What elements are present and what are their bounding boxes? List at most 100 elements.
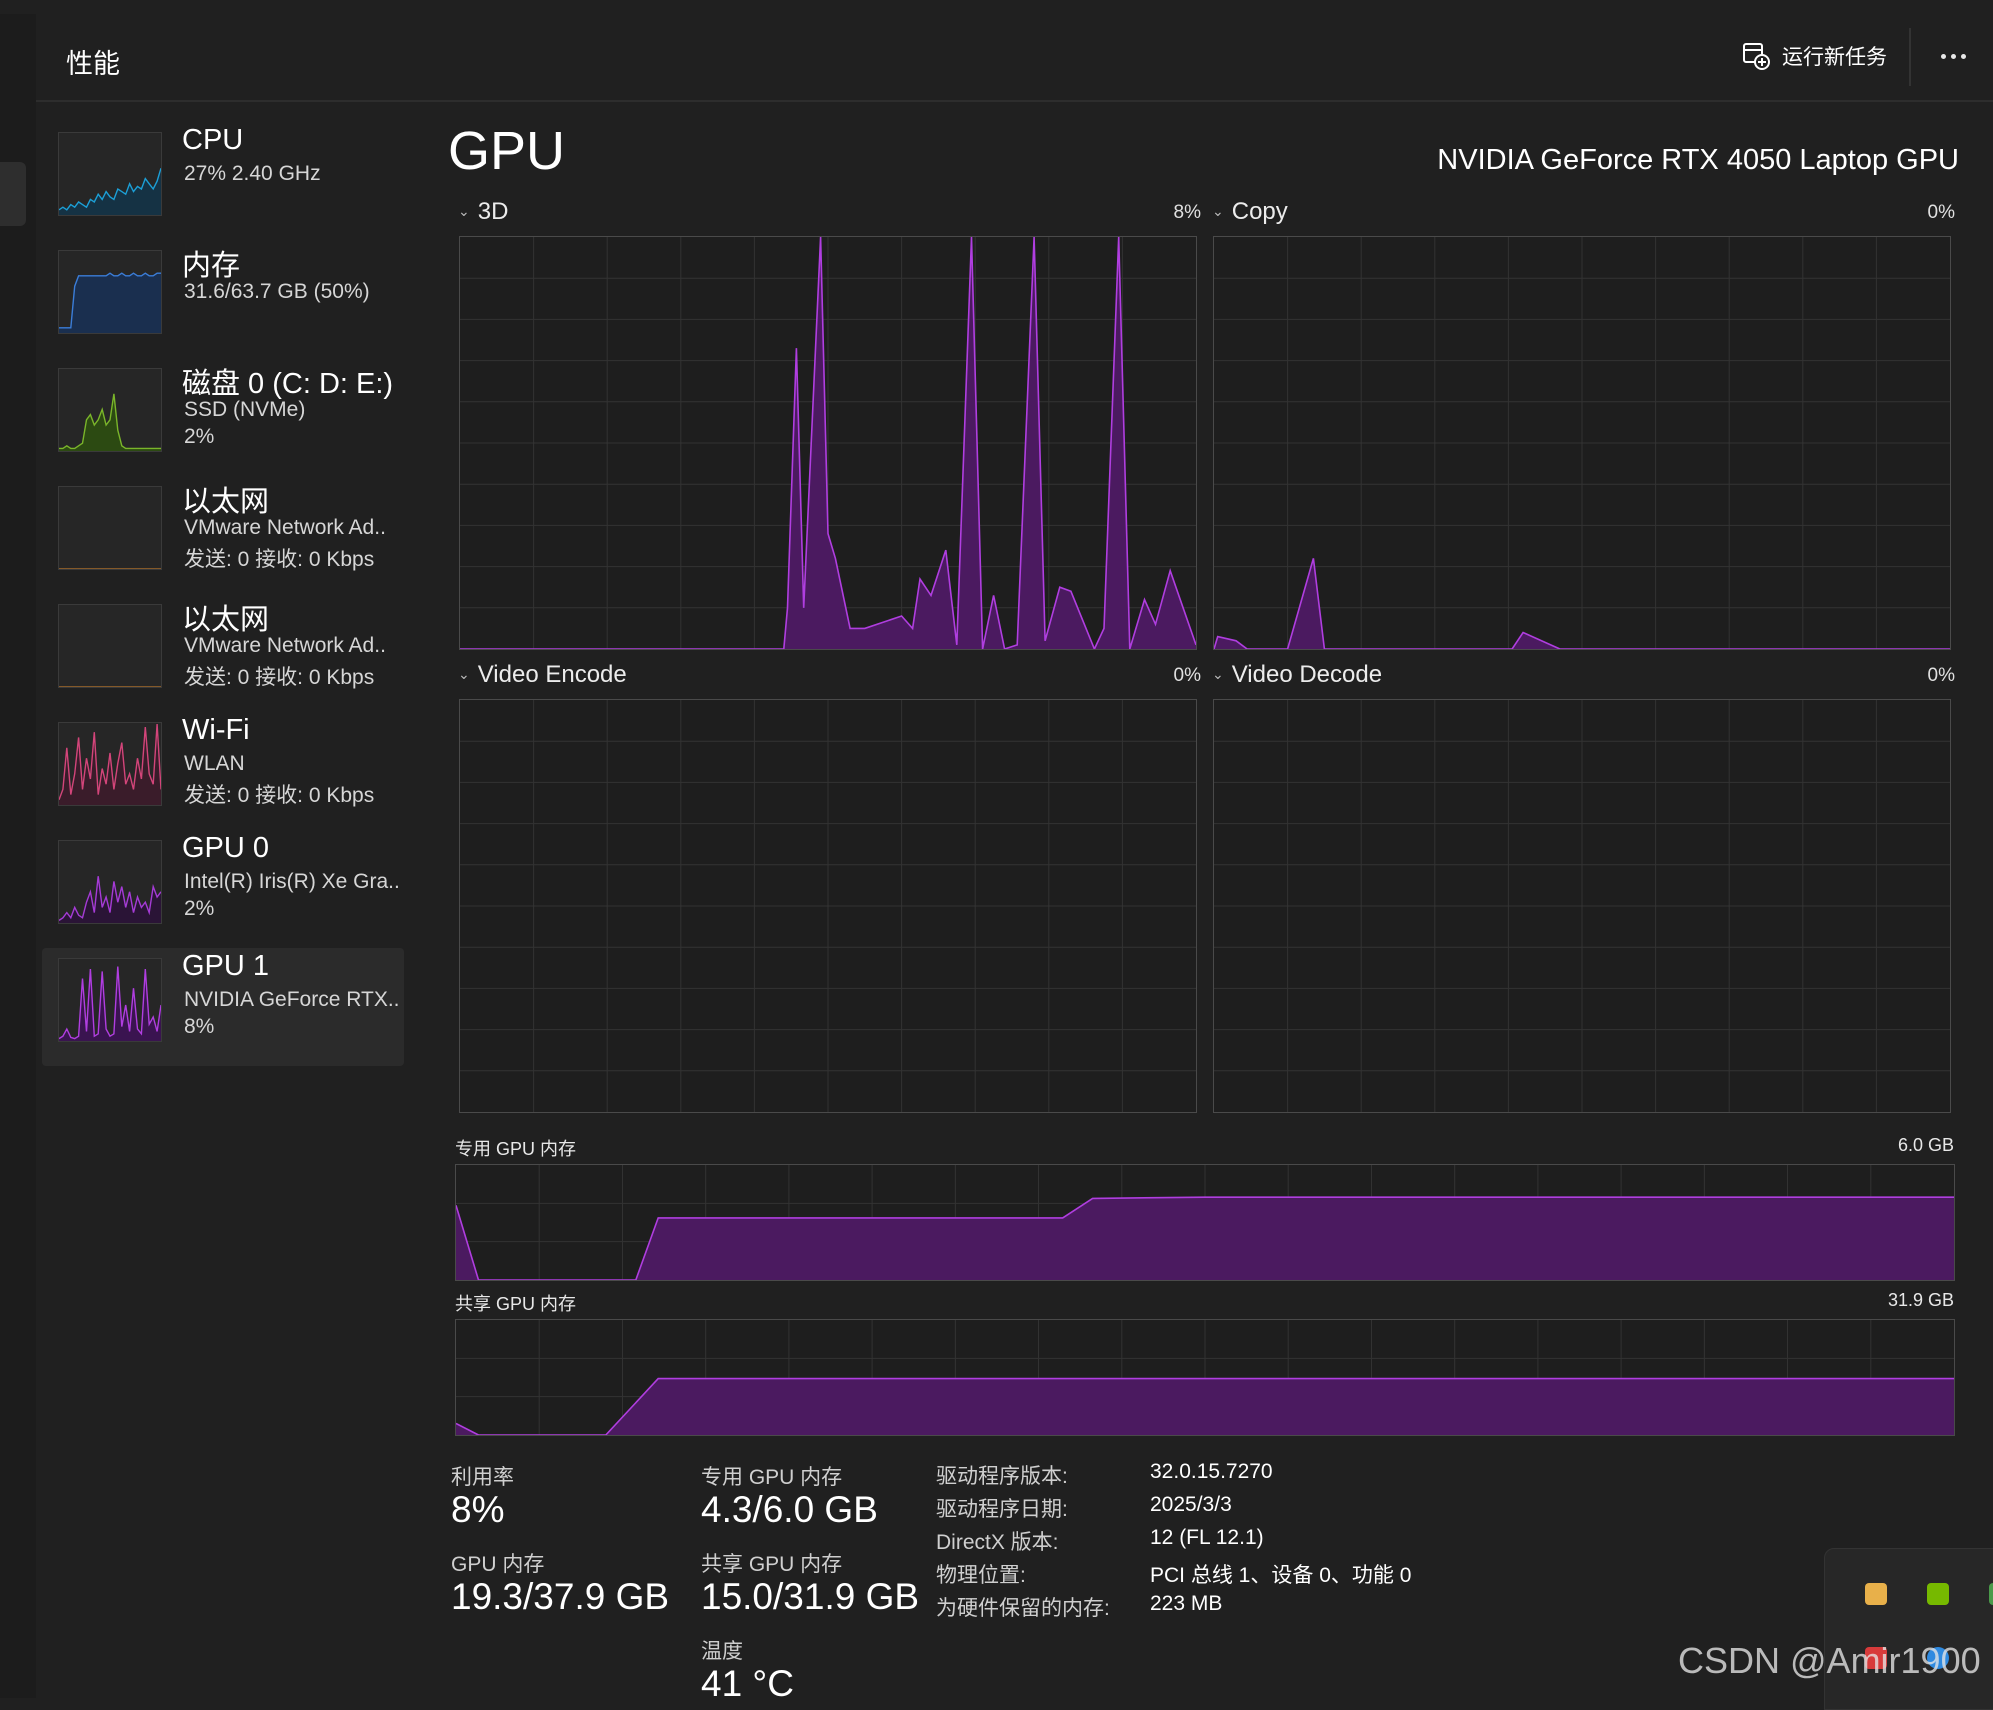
device-item-磁盘-0-c-d-e-[interactable]: 磁盘 0 (C: D: E:) SSD (NVMe) 2%	[42, 358, 404, 476]
shared-memory-max: 31.9 GB	[1887, 1290, 1954, 1310]
device-thumbnail-graph	[58, 486, 162, 570]
dedicated-memory-stat-label: 专用 GPU 内存	[701, 1466, 843, 1489]
device-item-以太网[interactable]: 以太网 VMware Network Ad.. 发送: 0 接收: 0 Kbps	[42, 594, 404, 712]
device-name: GPU 0	[182, 832, 270, 864]
device-thumbnail-graph	[58, 722, 162, 806]
device-item-gpu-1[interactable]: GPU 1 NVIDIA GeForce RTX.. 8%	[42, 948, 404, 1066]
thumbnail-area	[59, 393, 161, 451]
device-item-cpu[interactable]: CPU 27% 2.40 GHz	[42, 122, 404, 240]
watermark: CSDN @Amir1900	[1678, 1640, 1981, 1681]
device-thumbnail-graph	[58, 604, 162, 688]
utilization-value: 8%	[451, 1489, 505, 1530]
engine-graph-video-encode	[459, 699, 1197, 1113]
temperature-value: 41 °C	[701, 1663, 794, 1704]
thumbnail-line	[59, 966, 161, 1040]
usage-line	[456, 1377, 1954, 1435]
engine-label-video-decode: Video Decode	[1231, 661, 1383, 688]
thumbnail-line	[59, 393, 161, 450]
device-item-以太网[interactable]: 以太网 VMware Network Ad.. 发送: 0 接收: 0 Kbps	[42, 476, 404, 594]
dedicated-memory-label: 专用 GPU 内存	[455, 1139, 577, 1159]
device-name: GPU 1	[182, 950, 270, 982]
device-item-gpu-0[interactable]: GPU 0 Intel(R) Iris(R) Xe Gra.. 2%	[42, 830, 404, 948]
device-detail: 31.6/63.7 GB (50%)	[184, 280, 370, 303]
chevron-down-icon: ⌄	[1212, 203, 1224, 219]
engine-percent-3d: 8%	[1173, 202, 1201, 223]
engine-selector-video-decode[interactable]: ⌄ Video Decode	[1212, 661, 1382, 689]
engine-graph-copy	[1213, 236, 1951, 650]
temperature-label: 温度	[701, 1640, 743, 1663]
gpu-memory-value: 19.3/37.9 GB	[451, 1576, 670, 1617]
engine-selector-copy[interactable]: ⌄ Copy	[1212, 198, 1288, 226]
physical-location-key: 物理位置:	[936, 1564, 1026, 1587]
tray-app-icon[interactable]	[1865, 1647, 1887, 1669]
usage-line	[1214, 558, 1950, 649]
engine-label-video-encode: Video Encode	[477, 661, 627, 688]
usage-area	[460, 237, 1196, 649]
device-detail: WLAN	[184, 752, 245, 775]
dedicated-memory-stat-value: 4.3/6.0 GB	[701, 1489, 878, 1530]
device-thumbnail-graph	[58, 368, 162, 452]
device-detail: VMware Network Ad..	[184, 634, 386, 657]
engine-selector-3d[interactable]: ⌄ 3D	[458, 198, 508, 226]
gpu-heading: GPU	[448, 121, 566, 181]
engine-selector-video-encode[interactable]: ⌄ Video Encode	[458, 661, 627, 689]
device-detail: 发送: 0 接收: 0 Kbps	[184, 784, 375, 807]
tray-app-icon[interactable]	[1865, 1583, 1887, 1605]
driver-date-key: 驱动程序日期:	[936, 1498, 1068, 1521]
shared-memory-graph	[455, 1319, 1955, 1436]
tray-app-icon[interactable]	[1989, 1583, 1993, 1605]
thumbnail-area	[59, 966, 161, 1041]
engine-percent-video-encode: 0%	[1173, 665, 1201, 686]
device-detail: Intel(R) Iris(R) Xe Gra..	[184, 870, 400, 893]
engine-graph-video-decode	[1213, 699, 1951, 1113]
engine-graph-3d	[459, 236, 1197, 650]
device-thumbnail-graph	[58, 958, 162, 1042]
driver-version-value: 32.0.15.7270	[1150, 1460, 1273, 1483]
thumbnail-area	[59, 876, 161, 923]
shared-memory-stat-label: 共享 GPU 内存	[701, 1553, 843, 1576]
more-options-icon[interactable]	[1931, 34, 1975, 78]
gpu-memory-label: GPU 内存	[451, 1553, 545, 1576]
thumbnail-line	[59, 723, 161, 801]
driver-date-value: 2025/3/3	[1150, 1493, 1232, 1516]
usage-line	[460, 237, 1196, 649]
device-name: Wi-Fi	[182, 714, 250, 746]
nav-rail	[0, 14, 36, 1698]
network-icon[interactable]	[1927, 1647, 1949, 1669]
directx-version-key: DirectX 版本:	[936, 1531, 1059, 1554]
toolbar-divider	[1909, 28, 1911, 86]
engine-label-3d: 3D	[477, 198, 509, 225]
device-item-wi-fi[interactable]: Wi-Fi WLAN 发送: 0 接收: 0 Kbps	[42, 712, 404, 830]
device-name: 磁盘 0 (C: D: E:)	[182, 368, 394, 400]
chevron-down-icon: ⌄	[458, 666, 470, 682]
usage-area	[456, 1378, 1954, 1435]
shared-memory-label: 共享 GPU 内存	[455, 1294, 577, 1314]
nav-item-performance[interactable]	[0, 162, 26, 226]
nvidia-icon[interactable]	[1927, 1583, 1949, 1605]
thumbnail-area	[59, 724, 161, 805]
device-item-内存[interactable]: 内存 31.6/63.7 GB (50%)	[42, 240, 404, 358]
chevron-down-icon: ⌄	[458, 203, 470, 219]
device-thumbnail-graph	[58, 840, 162, 924]
device-name: 以太网	[182, 604, 270, 636]
device-detail: 27% 2.40 GHz	[184, 162, 321, 185]
directx-version-value: 12 (FL 12.1)	[1150, 1526, 1264, 1549]
shared-memory-stat-value: 15.0/31.9 GB	[701, 1576, 920, 1617]
driver-version-key: 驱动程序版本:	[936, 1465, 1068, 1488]
device-thumbnail-graph	[58, 132, 162, 216]
physical-location-value: PCI 总线 1、设备 0、功能 0	[1150, 1564, 1412, 1587]
thumbnail-line	[59, 272, 161, 329]
run-new-task-button[interactable]: 运行新任务	[1742, 38, 1887, 74]
device-detail: SSD (NVMe)	[184, 398, 306, 421]
device-name: 以太网	[182, 486, 270, 518]
usage-line	[456, 1196, 1954, 1280]
dedicated-memory-graph	[455, 1164, 1955, 1281]
system-tray-flyout	[1824, 1548, 1993, 1710]
reserved-memory-key: 为硬件保留的内存:	[936, 1597, 1110, 1620]
device-detail: 8%	[184, 1015, 215, 1038]
dedicated-memory-max: 6.0 GB	[1897, 1135, 1954, 1155]
device-detail: VMware Network Ad..	[184, 516, 386, 539]
device-name: 内存	[182, 250, 241, 282]
engine-percent-copy: 0%	[1927, 202, 1955, 223]
